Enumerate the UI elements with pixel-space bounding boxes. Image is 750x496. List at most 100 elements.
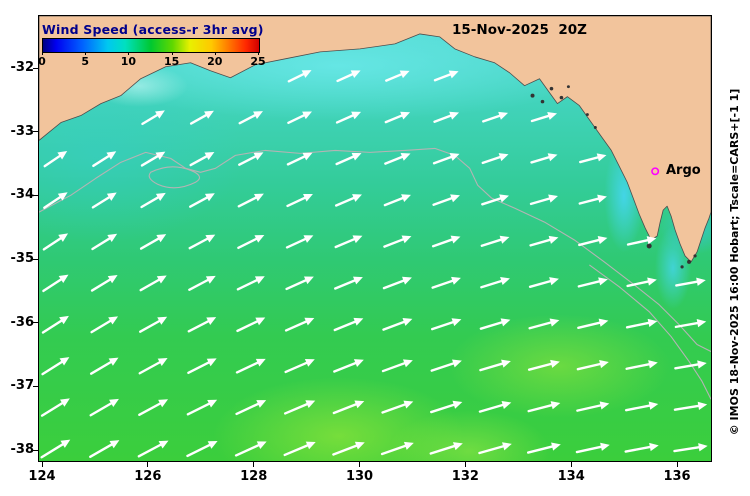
wind-arrow: [334, 276, 363, 290]
wind-arrow: [624, 401, 659, 412]
wind-arrow: [43, 150, 68, 168]
wind-arrow: [336, 70, 361, 83]
wind-arrow: [527, 401, 561, 413]
island-dot: [687, 259, 692, 264]
wind-arrow: [528, 277, 559, 288]
wind-arrow: [383, 235, 412, 248]
y-axis-tick-label: -38: [10, 442, 35, 458]
wind-arrow: [381, 400, 414, 414]
wind-arrow: [577, 277, 608, 288]
wind-arrow: [625, 318, 658, 329]
wind-arrow: [383, 194, 411, 207]
y-axis-tick-label: -36: [10, 314, 35, 330]
wind-arrow: [430, 400, 463, 414]
wind-arrow: [285, 235, 314, 249]
wind-arrow: [41, 315, 69, 334]
wind-arrow: [332, 441, 365, 456]
timestamp-label: 15-Nov-2025 20Z: [452, 22, 587, 38]
island-dot: [593, 126, 597, 129]
wind-arrow: [384, 111, 411, 124]
wind-arrow: [285, 276, 314, 291]
wind-arrow: [380, 441, 414, 456]
colorbar-tick-labels: 0 5 10 15 20 25: [38, 55, 265, 69]
wind-arrow: [382, 318, 413, 331]
wind-arrow: [624, 442, 659, 453]
wind-arrow: [528, 318, 560, 330]
y-axis-tick-label: -35: [10, 251, 35, 266]
contour-line-main: [39, 147, 711, 352]
map-overlay-svg: [39, 16, 711, 459]
wind-arrow: [334, 235, 363, 249]
wind-arrow: [526, 442, 561, 454]
wind-arrow: [481, 194, 509, 206]
wind-arrow: [626, 236, 657, 246]
wind-arrow: [382, 276, 412, 290]
y-axis-tick-label: -32: [10, 60, 35, 75]
wind-arrow: [187, 317, 217, 333]
wind-arrow: [40, 439, 71, 459]
wind-arrow: [286, 152, 313, 166]
wind-arrow: [140, 151, 166, 167]
wind-arrow: [333, 359, 364, 373]
wind-arrow: [579, 153, 607, 164]
wind-arrow: [236, 317, 266, 333]
x-axis-tick-label: 136: [663, 469, 691, 484]
wind-arrow: [283, 400, 316, 415]
wind-arrow: [188, 193, 215, 208]
wind-arrow: [578, 194, 607, 205]
wind-arrow: [138, 316, 168, 333]
wind-arrow: [90, 275, 118, 292]
wind-arrow: [527, 359, 560, 371]
contour-loop: [148, 166, 201, 189]
colorbar-tick-label: 0: [38, 55, 46, 68]
colorbar-tick-mark: [85, 52, 87, 55]
y-axis-tick-mark: [33, 131, 38, 133]
wind-arrow: [287, 70, 312, 83]
wind-arrow: [433, 70, 459, 82]
x-axis-tick-label: 134: [557, 469, 585, 484]
wind-arrow: [529, 235, 559, 247]
wind-arrow: [576, 401, 610, 412]
wind-arrow: [482, 111, 509, 123]
wind-arrow: [43, 192, 68, 209]
wind-arrow: [40, 398, 70, 417]
wind-arrow: [674, 318, 707, 329]
y-axis-tick-label: -33: [10, 123, 35, 139]
wind-arrow: [91, 233, 118, 251]
island-dot: [646, 243, 652, 249]
wind-arrow: [237, 234, 265, 250]
wind-arrow: [138, 399, 169, 416]
y-axis-tick-mark: [33, 322, 38, 324]
wind-arrow: [335, 152, 362, 166]
y-axis-tick-mark: [33, 449, 38, 451]
wind-arrow: [481, 153, 509, 165]
island-dot: [680, 265, 684, 269]
wind-arrow: [139, 275, 167, 292]
wind-arrow: [333, 317, 364, 332]
x-axis-tick-mark: [359, 462, 361, 467]
y-axis-tick-label: -34: [10, 187, 35, 203]
island-dot: [559, 95, 564, 100]
wind-arrow: [478, 400, 512, 413]
wind-arrow: [479, 318, 511, 330]
wind-arrow: [480, 235, 510, 247]
y-axis-tick-mark: [33, 194, 38, 196]
x-axis-tick-label: 130: [345, 469, 374, 484]
island-dot: [549, 86, 554, 91]
colorbar-tick-mark: [214, 52, 216, 55]
colorbar-gradient: [42, 38, 260, 53]
y-axis-tick-mark: [33, 385, 38, 387]
wind-arrow: [430, 318, 462, 331]
wind-arrow-field: [40, 70, 708, 459]
wind-arrow: [137, 440, 169, 458]
island-dot: [566, 85, 570, 89]
colorbar-tick-label: 15: [163, 55, 180, 68]
wind-arrow: [186, 399, 218, 416]
wind-arrow: [42, 274, 69, 293]
wind-arrow: [433, 111, 460, 123]
y-axis-tick-mark: [33, 258, 38, 260]
wind-arrow: [577, 318, 609, 329]
x-axis-tick-label: 124: [28, 469, 56, 484]
colorbar-tick-label: 25: [250, 55, 266, 68]
island-dot: [693, 254, 697, 258]
